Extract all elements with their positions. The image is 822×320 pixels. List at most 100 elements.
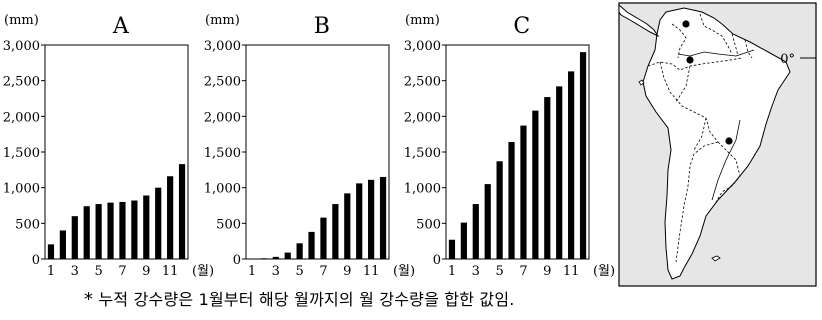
y-unit-label: (mm) bbox=[205, 13, 240, 28]
x-tick-label: 5 bbox=[495, 264, 503, 279]
chart-title: A bbox=[112, 14, 130, 39]
y-tick-label: 0 bbox=[32, 253, 40, 268]
footnote: * 누적 강수량은 1월부터 해당 월까지의 월 강수량을 합한 값임. bbox=[84, 286, 515, 310]
y-tick-label: 1,000 bbox=[3, 182, 40, 197]
bar-month-11 bbox=[568, 71, 575, 259]
island-left bbox=[638, 79, 645, 86]
x-tick-label: 1 bbox=[248, 264, 256, 279]
chart-b: B (mm) 0 500 1,000 1,500 2,000 2,500 3,000 1 3 5 7 9 1… bbox=[204, 13, 415, 279]
x-tick-label: 3 bbox=[71, 264, 79, 279]
y-tick-label: 2,500 bbox=[204, 75, 241, 90]
y-tick-label: 500 bbox=[416, 217, 441, 232]
country-borders bbox=[647, 13, 753, 263]
y-tick-label: 2,000 bbox=[204, 110, 241, 125]
x-tick-label: 1 bbox=[47, 264, 55, 279]
bar-month-5 bbox=[496, 161, 503, 259]
bar-month-10 bbox=[356, 183, 363, 259]
bar-month-2 bbox=[460, 222, 467, 259]
island-right bbox=[711, 255, 721, 262]
continent-outline bbox=[642, 7, 791, 280]
bar-month-11 bbox=[368, 179, 375, 259]
x-tick-label: 1 bbox=[448, 264, 456, 279]
bar-month-5 bbox=[296, 243, 303, 259]
x-tick-label: 3 bbox=[272, 264, 280, 279]
bar-month-6 bbox=[107, 202, 114, 259]
y-tick-label: 1,000 bbox=[204, 182, 241, 197]
bar-month-12 bbox=[379, 176, 387, 259]
bar-month-12 bbox=[579, 52, 587, 260]
y-tick-label: 2,000 bbox=[404, 110, 441, 125]
y-tick-label: 1,500 bbox=[3, 146, 40, 161]
x-tick-label: 7 bbox=[519, 264, 527, 279]
chart-title: C bbox=[513, 14, 530, 39]
x-unit-label: (월) bbox=[593, 264, 615, 279]
plot-frame bbox=[245, 44, 390, 260]
y-tick-label: 1,500 bbox=[404, 146, 441, 161]
y-tick-label: 1,000 bbox=[404, 182, 441, 197]
y-tick-label: 2,500 bbox=[3, 75, 40, 90]
x-tick-label: 7 bbox=[118, 264, 126, 279]
y-tick-label: 1,500 bbox=[204, 146, 241, 161]
x-tick-label: 9 bbox=[142, 264, 150, 279]
y-tick-label: 3,000 bbox=[404, 39, 441, 54]
bar-month-10 bbox=[155, 187, 162, 259]
bar-month-7 bbox=[520, 125, 527, 260]
south-america-map: 0° bbox=[618, 2, 817, 287]
bar-month-7 bbox=[119, 201, 126, 259]
bar-month-4 bbox=[284, 252, 291, 259]
bar-month-6 bbox=[508, 142, 515, 259]
chart-a: A (mm) 0 500 1,000 1,500 2,000 2,500 3,000 1 3 5 7 9 1… bbox=[3, 13, 214, 279]
y-tick-label: 500 bbox=[216, 217, 241, 232]
x-tick-label: 3 bbox=[472, 264, 480, 279]
x-tick-label: 5 bbox=[295, 264, 303, 279]
station-b-marker bbox=[686, 56, 694, 64]
x-tick-label: 11 bbox=[162, 264, 179, 279]
x-tick-label: 5 bbox=[94, 264, 102, 279]
y-unit-label: (mm) bbox=[405, 13, 440, 28]
y-tick-label: 3,000 bbox=[204, 39, 241, 54]
chart-title: B bbox=[314, 14, 330, 39]
bar-month-8 bbox=[332, 204, 339, 259]
bar-month-7 bbox=[320, 217, 327, 259]
x-tick-label: 7 bbox=[319, 264, 327, 279]
y-tick-label: 2,500 bbox=[404, 75, 441, 90]
x-unit-label: (월) bbox=[393, 264, 415, 279]
bar-month-10 bbox=[556, 86, 563, 259]
bar-month-8 bbox=[532, 110, 539, 259]
bar-month-4 bbox=[484, 184, 491, 259]
station-c-marker bbox=[725, 137, 733, 145]
bar-month-2 bbox=[59, 230, 66, 259]
station-a-marker bbox=[682, 20, 690, 28]
x-tick-label: 11 bbox=[563, 264, 580, 279]
y-tick-label: 500 bbox=[15, 217, 40, 232]
bar-month-9 bbox=[143, 195, 150, 259]
bar-month-3 bbox=[71, 216, 78, 259]
y-tick-label: 0 bbox=[233, 253, 241, 268]
bar-month-4 bbox=[83, 206, 90, 259]
central-america-coast bbox=[618, 3, 660, 38]
rivers bbox=[677, 49, 755, 201]
bar-month-9 bbox=[544, 97, 551, 259]
x-tick-label: 9 bbox=[543, 264, 551, 279]
bar-month-3 bbox=[472, 204, 479, 259]
bar-month-1 bbox=[448, 239, 456, 259]
chart-c: C (mm) 0 500 1,000 1,500 2,000 2,500 3,000 1 3 5 7 9 1… bbox=[404, 13, 615, 279]
bar-month-12 bbox=[178, 164, 186, 259]
bar-month-6 bbox=[308, 231, 315, 259]
x-tick-label: 9 bbox=[343, 264, 351, 279]
y-unit-label: (mm) bbox=[4, 13, 39, 28]
x-tick-label: 11 bbox=[363, 264, 380, 279]
plot-frame bbox=[445, 44, 590, 260]
x-unit-label: (월) bbox=[192, 264, 214, 279]
footnote-text: 누적 강수량은 1월부터 해당 월까지의 월 강수량을 합한 값임. bbox=[98, 290, 515, 309]
bar-month-8 bbox=[131, 200, 138, 259]
bar-month-2 bbox=[260, 258, 267, 259]
bar-month-3 bbox=[272, 256, 279, 259]
y-tick-label: 2,000 bbox=[3, 110, 40, 125]
bar-month-1 bbox=[47, 244, 55, 259]
footnote-marker: * bbox=[84, 289, 94, 310]
y-tick-label: 3,000 bbox=[3, 39, 40, 54]
plot-frame bbox=[44, 44, 189, 260]
